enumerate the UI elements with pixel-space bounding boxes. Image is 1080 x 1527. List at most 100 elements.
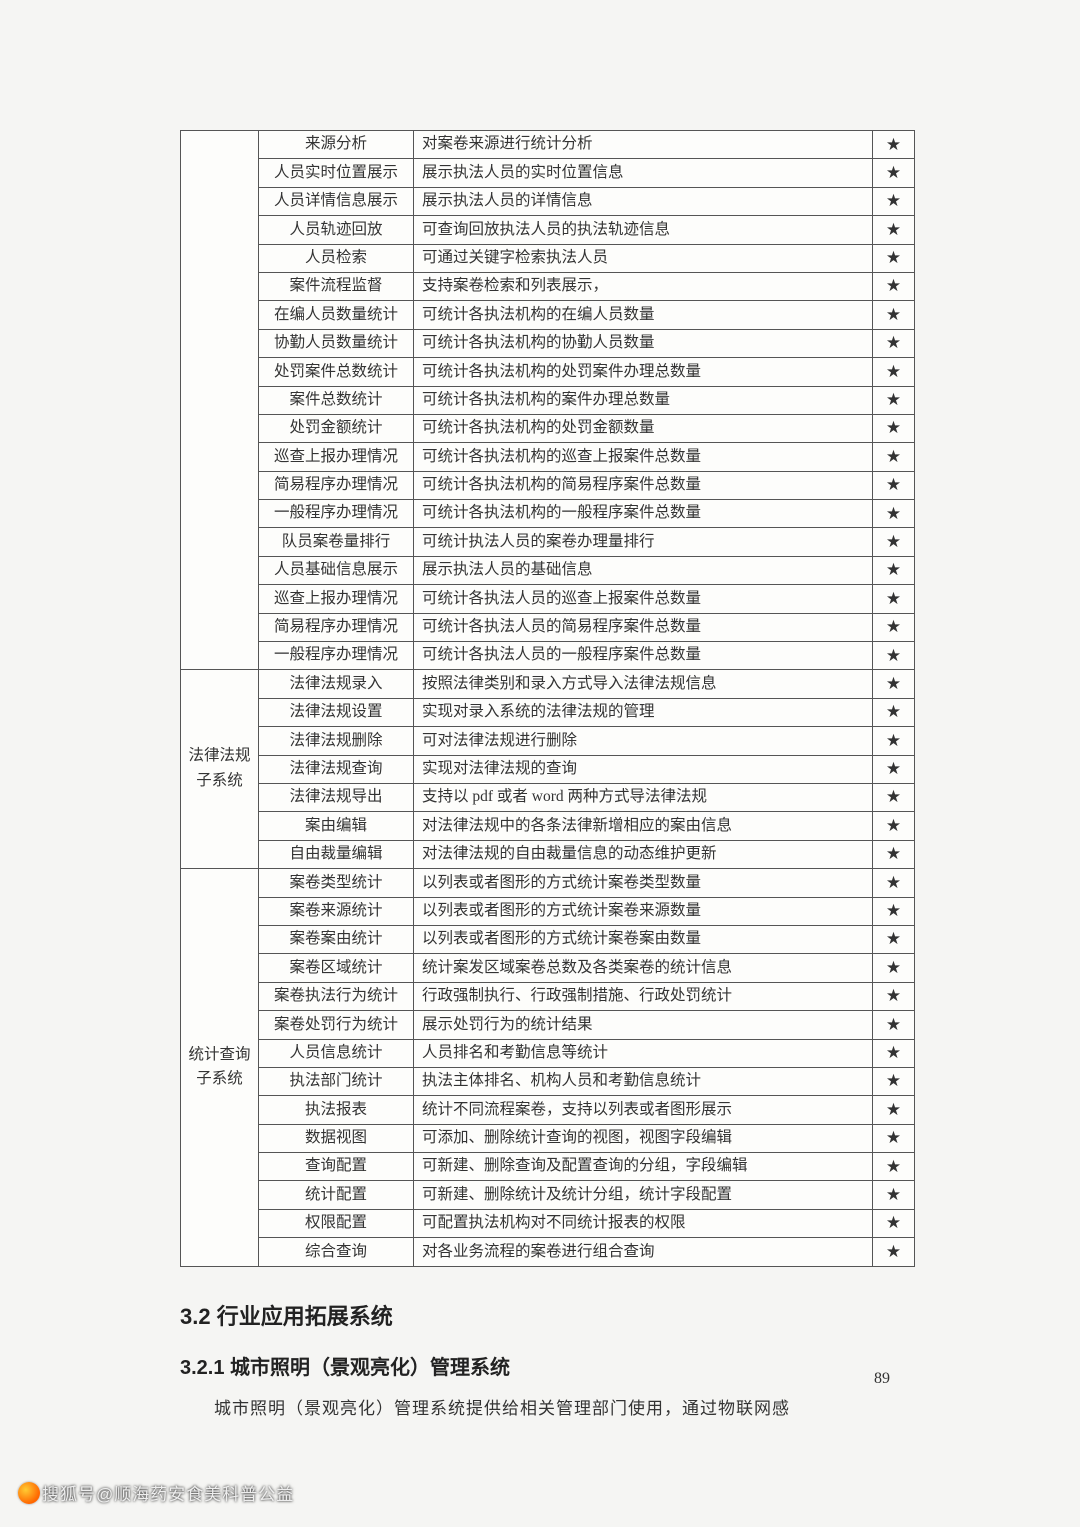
feature-name-cell: 在编人员数量统计: [259, 301, 414, 329]
feature-desc-cell: 以列表或者图形的方式统计案卷案由数量: [414, 925, 873, 953]
star-cell: ★: [873, 1209, 915, 1237]
star-cell: ★: [873, 329, 915, 357]
feature-desc-cell: 可新建、删除查询及配置查询的分组，字段编辑: [414, 1153, 873, 1181]
table-row: 查询配置可新建、删除查询及配置查询的分组，字段编辑★: [181, 1153, 915, 1181]
table-row: 处罚金额统计可统计各执法机构的处罚金额数量★: [181, 414, 915, 442]
feature-desc-cell: 可统计各执法机构的巡查上报案件总数量: [414, 443, 873, 471]
feature-desc-cell: 以列表或者图形的方式统计案卷类型数量: [414, 869, 873, 897]
feature-name-cell: 案卷执法行为统计: [259, 982, 414, 1010]
feature-desc-cell: 展示执法人员的实时位置信息: [414, 159, 873, 187]
table-row: 法律法规子系统法律法规录入按照法律类别和录入方式导入法律法规信息★: [181, 670, 915, 698]
star-cell: ★: [873, 585, 915, 613]
star-cell: ★: [873, 471, 915, 499]
star-cell: ★: [873, 755, 915, 783]
feature-desc-cell: 行政强制执行、行政强制措施、行政处罚统计: [414, 982, 873, 1010]
feature-name-cell: 案由编辑: [259, 812, 414, 840]
feature-name-cell: 法律法规录入: [259, 670, 414, 698]
star-cell: ★: [873, 500, 915, 528]
feature-desc-cell: 可对法律法规进行删除: [414, 727, 873, 755]
feature-name-cell: 人员信息统计: [259, 1039, 414, 1067]
feature-desc-cell: 对各业务流程的案卷进行组合查询: [414, 1238, 873, 1266]
feature-desc-cell: 可统计各执法人员的一般程序案件总数量: [414, 642, 873, 670]
feature-desc-cell: 可统计各执法机构的简易程序案件总数量: [414, 471, 873, 499]
feature-desc-cell: 可统计各执法机构的协勤人员数量: [414, 329, 873, 357]
star-cell: ★: [873, 1011, 915, 1039]
table-row: 处罚案件总数统计可统计各执法机构的处罚案件办理总数量★: [181, 358, 915, 386]
feature-name-cell: 案件总数统计: [259, 386, 414, 414]
table-row: 案由编辑对法律法规中的各条法律新增相应的案由信息★: [181, 812, 915, 840]
star-cell: ★: [873, 1067, 915, 1095]
feature-name-cell: 案卷来源统计: [259, 897, 414, 925]
table-row: 队员案卷量排行可统计执法人员的案卷办理量排行★: [181, 528, 915, 556]
feature-name-cell: 案卷案由统计: [259, 925, 414, 953]
feature-desc-cell: 实现对录入系统的法律法规的管理: [414, 698, 873, 726]
table-row: 自由裁量编辑对法律法规的自由裁量信息的动态维护更新★: [181, 840, 915, 868]
table-row: 巡查上报办理情况可统计各执法人员的巡查上报案件总数量★: [181, 585, 915, 613]
feature-desc-cell: 可配置执法机构对不同统计报表的权限: [414, 1209, 873, 1237]
table-row: 法律法规导出支持以 pdf 或者 word 两种方式导法律法规★: [181, 783, 915, 811]
star-cell: ★: [873, 727, 915, 755]
star-cell: ★: [873, 131, 915, 159]
feature-desc-cell: 展示执法人员的详情信息: [414, 187, 873, 215]
table-row: 人员详情信息展示展示执法人员的详情信息★: [181, 187, 915, 215]
feature-desc-cell: 可统计各执法人员的巡查上报案件总数量: [414, 585, 873, 613]
star-cell: ★: [873, 698, 915, 726]
feature-desc-cell: 对案卷来源进行统计分析: [414, 131, 873, 159]
feature-name-cell: 一般程序办理情况: [259, 642, 414, 670]
feature-name-cell: 人员检索: [259, 244, 414, 272]
feature-name-cell: 法律法规设置: [259, 698, 414, 726]
star-cell: ★: [873, 358, 915, 386]
watermark: 搜狐号@顺海药安食美科普公益: [18, 1480, 294, 1505]
feature-name-cell: 巡查上报办理情况: [259, 443, 414, 471]
table-row: 统计查询子系统案卷类型统计以列表或者图形的方式统计案卷类型数量★: [181, 869, 915, 897]
table-row: 法律法规查询实现对法律法规的查询★: [181, 755, 915, 783]
feature-name-cell: 巡查上报办理情况: [259, 585, 414, 613]
star-cell: ★: [873, 159, 915, 187]
feature-name-cell: 权限配置: [259, 1209, 414, 1237]
feature-desc-cell: 执法主体排名、机构人员和考勤信息统计: [414, 1067, 873, 1095]
feature-name-cell: 自由裁量编辑: [259, 840, 414, 868]
table-row: 权限配置可配置执法机构对不同统计报表的权限★: [181, 1209, 915, 1237]
star-cell: ★: [873, 187, 915, 215]
star-cell: ★: [873, 528, 915, 556]
feature-desc-cell: 人员排名和考勤信息等统计: [414, 1039, 873, 1067]
category-cell: 统计查询子系统: [181, 869, 259, 1266]
category-cell: [181, 131, 259, 670]
table-row: 法律法规设置实现对录入系统的法律法规的管理★: [181, 698, 915, 726]
star-cell: ★: [873, 1039, 915, 1067]
feature-name-cell: 一般程序办理情况: [259, 500, 414, 528]
feature-desc-cell: 统计案发区域案卷总数及各类案卷的统计信息: [414, 954, 873, 982]
star-cell: ★: [873, 1238, 915, 1266]
feature-desc-cell: 可统计各执法机构的在编人员数量: [414, 301, 873, 329]
feature-desc-cell: 可查询回放执法人员的执法轨迹信息: [414, 216, 873, 244]
table-row: 执法部门统计执法主体排名、机构人员和考勤信息统计★: [181, 1067, 915, 1095]
feature-name-cell: 法律法规查询: [259, 755, 414, 783]
table-row: 法律法规删除可对法律法规进行删除★: [181, 727, 915, 755]
section-heading-3-2-1: 3.2.1 城市照明（景观亮化）管理系统: [180, 1351, 915, 1380]
star-cell: ★: [873, 897, 915, 925]
star-cell: ★: [873, 982, 915, 1010]
star-cell: ★: [873, 443, 915, 471]
star-cell: ★: [873, 925, 915, 953]
feature-desc-cell: 可统计各执法人员的简易程序案件总数量: [414, 613, 873, 641]
table-row: 数据视图可添加、删除统计查询的视图，视图字段编辑★: [181, 1124, 915, 1152]
feature-name-cell: 处罚金额统计: [259, 414, 414, 442]
star-cell: ★: [873, 840, 915, 868]
feature-name-cell: 执法部门统计: [259, 1067, 414, 1095]
feature-name-cell: 队员案卷量排行: [259, 528, 414, 556]
table-row: 执法报表统计不同流程案卷，支持以列表或者图形展示★: [181, 1096, 915, 1124]
table-row: 一般程序办理情况可统计各执法人员的一般程序案件总数量★: [181, 642, 915, 670]
feature-desc-cell: 对法律法规的自由裁量信息的动态维护更新: [414, 840, 873, 868]
feature-desc-cell: 对法律法规中的各条法律新增相应的案由信息: [414, 812, 873, 840]
star-cell: ★: [873, 301, 915, 329]
feature-desc-cell: 可统计执法人员的案卷办理量排行: [414, 528, 873, 556]
feature-desc-cell: 可新建、删除统计及统计分组，统计字段配置: [414, 1181, 873, 1209]
feature-desc-cell: 展示执法人员的基础信息: [414, 556, 873, 584]
feature-name-cell: 执法报表: [259, 1096, 414, 1124]
table-row: 在编人员数量统计可统计各执法机构的在编人员数量★: [181, 301, 915, 329]
table-row: 案件总数统计可统计各执法机构的案件办理总数量★: [181, 386, 915, 414]
feature-name-cell: 法律法规删除: [259, 727, 414, 755]
table-row: 人员信息统计人员排名和考勤信息等统计★: [181, 1039, 915, 1067]
star-cell: ★: [873, 1181, 915, 1209]
table-row: 案卷处罚行为统计展示处罚行为的统计结果★: [181, 1011, 915, 1039]
